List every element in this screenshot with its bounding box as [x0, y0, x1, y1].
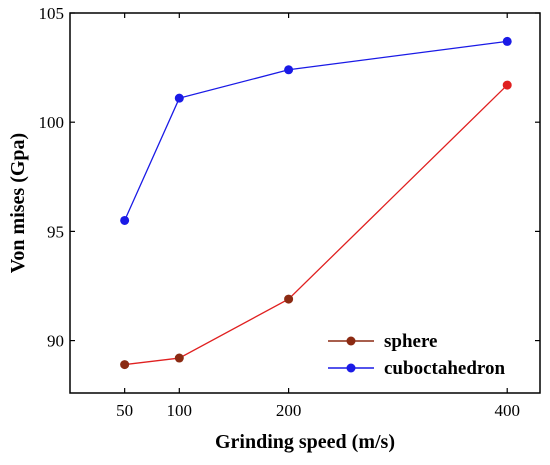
- data-point-cuboctahedron: [174, 93, 184, 103]
- plot-frame: [69, 12, 541, 394]
- data-point-sphere: [284, 294, 294, 304]
- x-axis-title: Grinding speed (m/s): [215, 431, 395, 453]
- legend: sphere cuboctahedron: [328, 331, 505, 379]
- y-tick-label: 100: [39, 113, 65, 132]
- x-tick-label: 50: [116, 401, 133, 420]
- axis-ticks: 90 95 100 105 50 100 200 400: [39, 4, 540, 420]
- y-axis-title: Von mises (Gpa): [7, 133, 29, 273]
- legend-marker-cuboctahedron: [346, 363, 356, 373]
- data-point-sphere: [120, 360, 130, 370]
- data-point-sphere: [174, 353, 184, 363]
- data-point-cuboctahedron: [120, 215, 130, 225]
- legend-label-cuboctahedron: cuboctahedron: [384, 358, 505, 379]
- series-layer: [120, 36, 512, 370]
- x-tick-label: 400: [494, 401, 520, 420]
- series-line-cuboctahedron: [124, 40, 508, 221]
- legend-marker-sphere: [346, 336, 356, 346]
- y-tick-label: 105: [39, 4, 65, 23]
- legend-label-sphere: sphere: [384, 331, 437, 352]
- data-point-cuboctahedron: [284, 65, 294, 75]
- y-tick-label: 95: [47, 222, 64, 241]
- data-point-cuboctahedron: [502, 36, 512, 46]
- x-tick-label: 200: [276, 401, 302, 420]
- data-point-sphere: [502, 80, 512, 90]
- x-tick-label: 100: [167, 401, 193, 420]
- series-line-sphere: [124, 84, 508, 366]
- y-tick-label: 90: [47, 332, 64, 351]
